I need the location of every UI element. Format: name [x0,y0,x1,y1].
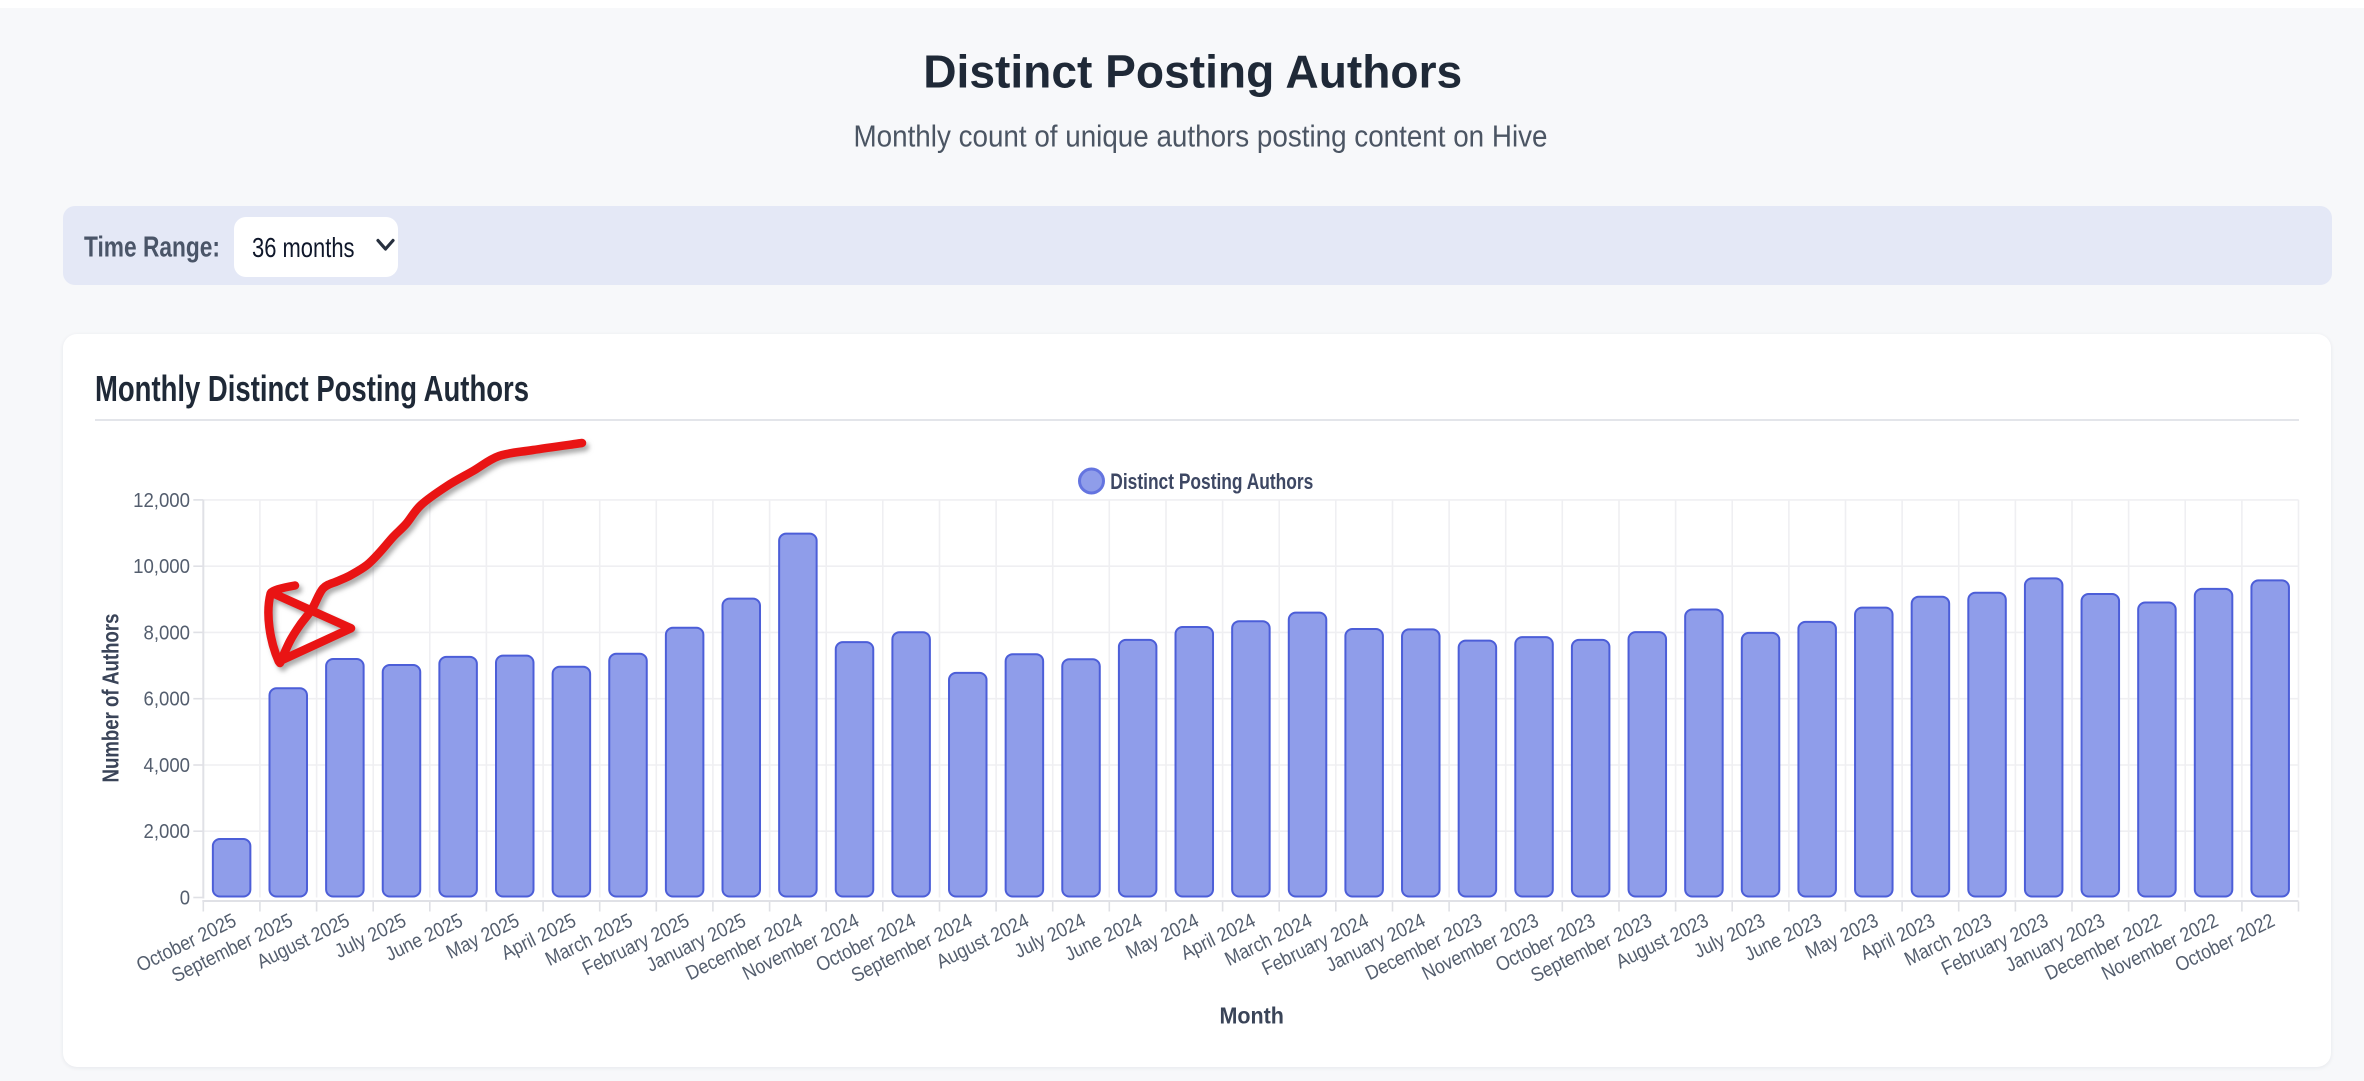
svg-text:Monthly count of unique author: Monthly count of unique authors posting … [854,119,1548,154]
svg-text:4,000: 4,000 [144,755,191,777]
svg-text:0: 0 [180,888,190,910]
svg-text:2,000: 2,000 [144,821,191,843]
svg-text:12,000: 12,000 [133,490,190,512]
svg-text:6,000: 6,000 [144,689,191,711]
svg-text:Number of Authors: Number of Authors [98,614,124,783]
svg-text:Monthly Distinct Posting Autho: Monthly Distinct Posting Authors [95,368,529,409]
svg-text:36 months: 36 months [252,232,355,263]
svg-text:Month: Month [1219,1003,1284,1029]
svg-text:10,000: 10,000 [133,556,190,578]
svg-text:Distinct Posting Authors: Distinct Posting Authors [1110,469,1313,494]
svg-text:Time Range:: Time Range: [84,231,220,263]
svg-text:8,000: 8,000 [144,622,191,644]
svg-text:Distinct Posting Authors: Distinct Posting Authors [923,46,1462,98]
